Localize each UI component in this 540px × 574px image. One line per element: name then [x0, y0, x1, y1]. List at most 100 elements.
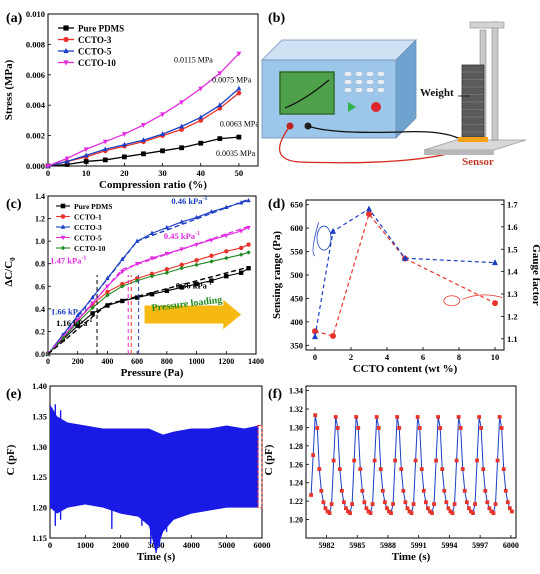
panel-d-label: (d): [268, 197, 285, 212]
data-point: [364, 506, 369, 511]
data-point: [402, 254, 408, 261]
data-point: [160, 131, 165, 136]
data-point: [333, 415, 338, 419]
data-point: [149, 271, 155, 277]
data-point: [464, 500, 469, 505]
data-point: [217, 71, 223, 77]
data-point: [387, 509, 391, 514]
data-point: [75, 312, 80, 318]
data-point: [164, 224, 170, 230]
data-point: [312, 328, 318, 335]
data-point: [329, 502, 334, 506]
highlight-region: [257, 425, 263, 509]
x-tick-label: 1000: [77, 540, 94, 550]
data-point: [179, 266, 184, 271]
legend-label: Pure PDMS: [78, 24, 124, 34]
axis-indicator: [443, 295, 461, 307]
data-point: [440, 467, 445, 472]
x-tick-label: 6000: [254, 540, 271, 550]
data-point: [434, 458, 438, 463]
data-point: [149, 256, 155, 261]
y2-tick-label: 1.4: [507, 267, 518, 277]
annotation: 0.0063 MPa: [220, 119, 260, 128]
data-point: [450, 511, 455, 516]
y-tick-label: 400: [290, 317, 303, 327]
fit-line: [107, 266, 249, 306]
data-point: [374, 415, 379, 419]
y2-tick-label: 1.6: [507, 222, 518, 232]
y-tick-label: 1.20: [289, 516, 303, 525]
data-point: [121, 132, 127, 137]
data-point: [323, 506, 328, 511]
data-point: [366, 205, 372, 212]
instrument-screen: [279, 71, 335, 115]
data-point: [134, 295, 140, 300]
y-tick-label: 1.22: [289, 497, 303, 506]
data-point: [393, 458, 398, 463]
data-point: [339, 488, 344, 493]
data-point: [395, 415, 400, 419]
panel-c-label: (c): [6, 197, 22, 212]
y-axis-label: Stress (MPa): [3, 59, 15, 120]
data-point: [325, 509, 330, 514]
data-point: [483, 488, 488, 493]
data-point: [491, 511, 496, 516]
y-tick-label: 1.24: [289, 479, 303, 488]
instrument-top: [261, 39, 417, 61]
data-point: [354, 415, 359, 419]
data-point: [141, 137, 146, 143]
y-tick-label: 1.0: [35, 237, 45, 246]
data-point: [194, 242, 199, 248]
data-point: [102, 139, 108, 145]
panel-f: (f) 5982 5985 5988 5991 5994 5997 6000 1.20 1.22 1…: [263, 385, 519, 563]
data-point: [344, 506, 348, 511]
x-tick-label: 8: [457, 352, 461, 362]
data-point: [346, 509, 350, 514]
annotation: 0.36 kPa-1: [176, 281, 212, 291]
data-point: [372, 458, 377, 463]
data-point: [64, 156, 70, 162]
keypad-key: [376, 79, 386, 85]
keypad-key: [376, 87, 386, 93]
data-point: [399, 467, 404, 472]
data-point: [246, 250, 251, 255]
data-point: [105, 303, 110, 308]
y-tick-label: 550: [290, 247, 303, 257]
data-point: [217, 136, 223, 142]
y-tick-label: 600: [290, 223, 303, 233]
data-point: [141, 123, 146, 128]
data-point: [327, 511, 332, 516]
x-tick-label: 5991: [411, 541, 427, 550]
data-point: [246, 242, 251, 247]
data-point: [164, 267, 170, 272]
y-tick-label: 0.010: [26, 9, 45, 19]
data-point: [121, 141, 127, 147]
data-point: [120, 281, 125, 287]
y-tick-label: 1.25: [32, 472, 47, 482]
legend-marker: [60, 203, 66, 209]
plot-frame: [305, 385, 517, 539]
data-point: [452, 502, 457, 506]
data-point: [348, 511, 352, 516]
data-point: [83, 152, 89, 158]
data-point: [507, 506, 512, 511]
data-point: [317, 467, 322, 472]
panel-d: (d) 0 2 4 6 8 10 350 400 450 500 550 600 650 CCTO cont…: [268, 197, 540, 375]
legend-marker: [63, 36, 69, 43]
data-point: [475, 458, 479, 463]
axis-indicator: [316, 225, 332, 251]
keypad-key: [343, 79, 353, 85]
x-tick-label: 10: [491, 352, 500, 362]
annotation: 0.45 kPa-1: [164, 231, 200, 241]
data-point: [368, 511, 373, 516]
x-tick-label: 1400: [248, 357, 264, 366]
data-point: [105, 289, 110, 295]
data-point: [315, 426, 320, 430]
panel-c: (c) 0 200 400 600 800 1000 1200 1400 0.0 0.2 0.4 0.6…: [3, 192, 264, 379]
legend-label: CCTO-10: [74, 244, 106, 253]
data-point: [389, 511, 393, 516]
x-tick-label: 2000: [112, 540, 129, 550]
data-point: [120, 284, 125, 289]
data-point: [217, 102, 223, 108]
